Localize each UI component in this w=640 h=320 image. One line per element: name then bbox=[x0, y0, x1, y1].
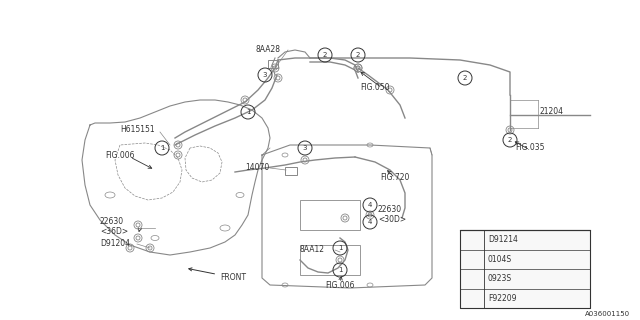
Bar bbox=[460, 230, 590, 308]
Text: 2: 2 bbox=[463, 75, 467, 81]
Text: 8AA12: 8AA12 bbox=[300, 245, 325, 254]
Text: 3: 3 bbox=[303, 145, 307, 151]
Text: FIG.050: FIG.050 bbox=[360, 84, 390, 92]
Text: D91214: D91214 bbox=[488, 235, 518, 244]
Text: D91204: D91204 bbox=[100, 239, 130, 249]
Text: 1: 1 bbox=[160, 145, 164, 151]
Text: 1: 1 bbox=[338, 245, 342, 251]
Text: <36D>: <36D> bbox=[100, 228, 128, 236]
Text: 1: 1 bbox=[246, 109, 250, 115]
Text: 0923S: 0923S bbox=[488, 274, 512, 283]
Text: FIG.006: FIG.006 bbox=[325, 281, 355, 290]
Bar bbox=[300, 200, 360, 230]
Text: 21204: 21204 bbox=[540, 108, 564, 116]
Text: FRONT: FRONT bbox=[189, 268, 246, 282]
Text: 22630: 22630 bbox=[378, 205, 402, 214]
Text: 4: 4 bbox=[368, 202, 372, 208]
Text: 4: 4 bbox=[368, 219, 372, 225]
Text: 3: 3 bbox=[263, 72, 268, 78]
Text: FIG.035: FIG.035 bbox=[515, 143, 545, 153]
Text: 1: 1 bbox=[470, 295, 474, 301]
Text: 2: 2 bbox=[356, 52, 360, 58]
Text: F92209: F92209 bbox=[488, 294, 516, 303]
Text: 4: 4 bbox=[470, 237, 474, 243]
Text: FIG.720: FIG.720 bbox=[380, 173, 410, 182]
Text: H615151: H615151 bbox=[120, 125, 155, 134]
Text: 2: 2 bbox=[470, 276, 474, 282]
Text: <30D>: <30D> bbox=[378, 215, 406, 225]
Text: 1: 1 bbox=[338, 267, 342, 273]
Text: A036001150: A036001150 bbox=[585, 311, 630, 317]
Bar bbox=[285, 167, 297, 175]
Text: 22630: 22630 bbox=[100, 218, 124, 227]
Bar bbox=[268, 60, 278, 68]
Text: 8AA28: 8AA28 bbox=[255, 45, 280, 54]
Text: 3: 3 bbox=[470, 256, 474, 262]
Bar bbox=[300, 245, 360, 275]
Text: 2: 2 bbox=[508, 137, 512, 143]
Text: 14070: 14070 bbox=[245, 164, 269, 172]
Text: 2: 2 bbox=[323, 52, 327, 58]
Text: 0104S: 0104S bbox=[488, 255, 512, 264]
Text: FIG.006: FIG.006 bbox=[105, 150, 134, 159]
